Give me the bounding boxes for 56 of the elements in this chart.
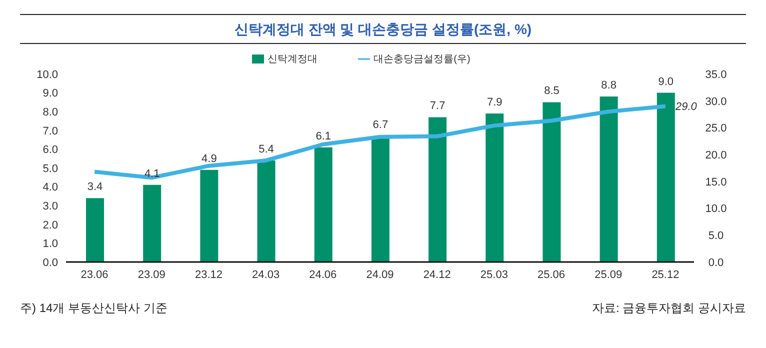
bar [656,92,675,262]
legend-label: 신탁계정대 [268,54,318,65]
x-tick-label: 23.12 [194,268,222,281]
x-tick-label: 25.06 [538,268,566,281]
data-label: 5.4 [258,143,274,156]
y-tick-label: 0.0 [42,256,58,269]
data-label: 8.8 [601,80,616,92]
bar [486,113,504,262]
data-label: 4.9 [202,152,217,165]
data-label: 3.4 [87,181,103,194]
bar [86,198,104,262]
bar [428,117,447,262]
x-tick-label: 23.09 [138,268,166,281]
y2-tick-label: 15.0 [705,176,727,188]
y-tick-label: 1.0 [42,238,58,250]
x-tick-label: 24.12 [423,268,451,281]
y2-tick-label: 25.0 [705,122,727,135]
bar [314,147,332,262]
x-tick-label: 25.12 [652,268,680,281]
data-label: 7.9 [486,96,502,108]
x-tick-label: 25.09 [594,268,622,281]
y-tick-label: 2.0 [42,219,58,232]
bar [200,170,218,262]
y-tick-label: 8.0 [42,106,58,119]
data-label: 7.7 [430,100,446,112]
data-label: 8.5 [544,85,560,98]
y2-tick-label: 5.0 [708,230,724,242]
text: 자료: 금융투자협회 공시자료 [592,300,746,317]
data-label: 6.1 [316,130,332,142]
chart-title: 신탁계정대 잔액 및 대손충당금 설정률(조원, %) [234,21,532,37]
text: 주) 14개 부동산신탁사 기준 [20,300,168,317]
y-tick-label: 10.0 [36,68,58,81]
data-label: 9.0 [658,76,674,88]
legend-label: 대손충당금설정률(우) [374,54,470,65]
y-tick-label: 3.0 [42,200,58,213]
y2-tick-label: 10.0 [705,203,727,216]
x-tick-label: 25.03 [480,268,508,281]
y-tick-label: 5.0 [42,162,58,175]
bar [257,160,276,262]
data-label: 29.0 [674,101,698,114]
data-label: 6.7 [372,119,388,132]
bar [542,102,561,262]
y2-tick-label: 35.0 [705,68,727,81]
y2-tick-label: 0.0 [708,256,724,269]
x-tick-label: 24.03 [252,268,280,281]
y-tick-label: 9.0 [42,88,58,100]
x-tick-label: 23.06 [80,268,108,281]
bar [143,184,162,262]
y-tick-label: 6.0 [42,144,58,156]
x-tick-label: 24.06 [309,268,337,281]
y2-tick-label: 20.0 [705,149,727,162]
x-tick-label: 24.09 [366,268,394,281]
y-tick-label: 7.0 [42,125,58,138]
y2-tick-label: 30.0 [705,96,727,108]
bar [600,96,618,262]
y-tick-label: 4.0 [42,182,58,194]
